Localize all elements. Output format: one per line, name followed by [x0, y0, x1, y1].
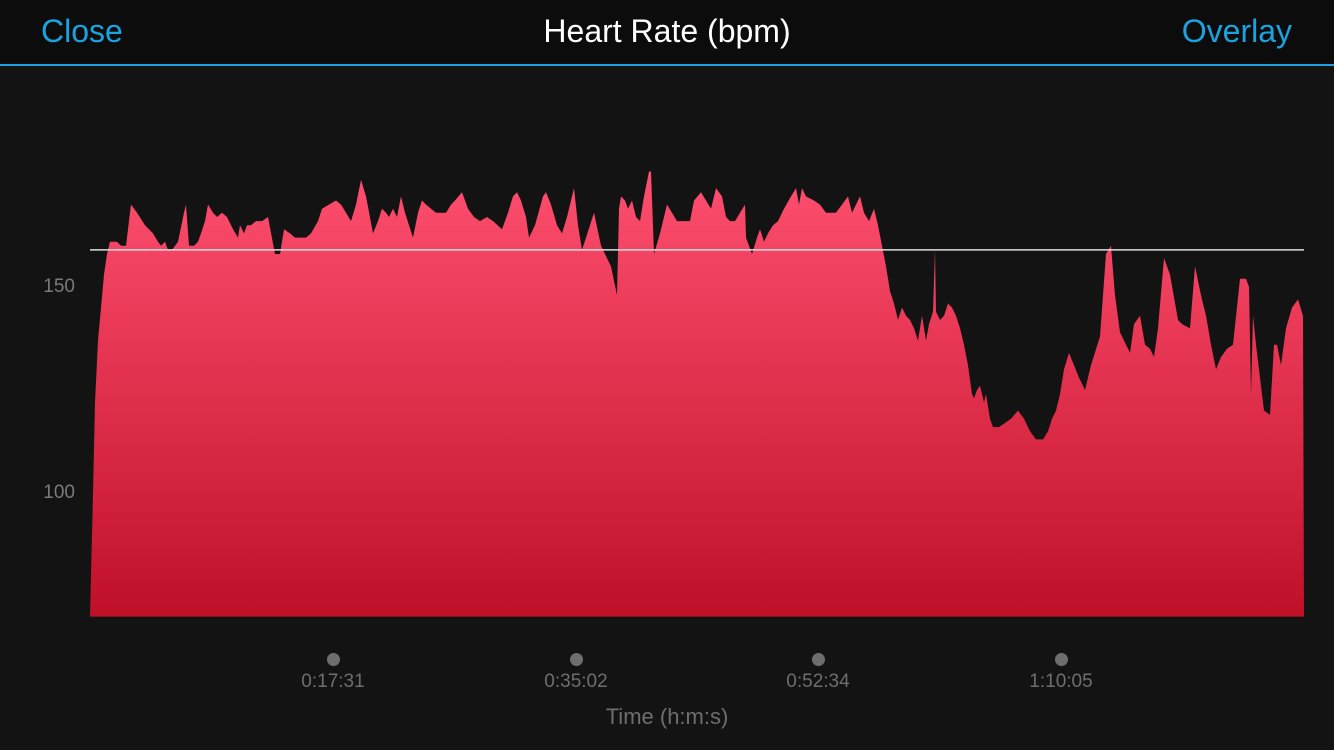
- close-button[interactable]: Close: [41, 13, 123, 49]
- x-tick-marker-icon: [811, 653, 825, 666]
- chart-plot-area[interactable]: [0, 66, 1334, 750]
- x-tick[interactable]: 0:35:02: [516, 653, 636, 693]
- heart-rate-chart[interactable]: 150 100 0:17:31 0:35:02 0:52:34 1:10:05 …: [0, 66, 1334, 750]
- x-tick-marker-icon: [1054, 653, 1068, 666]
- x-tick-label: 1:10:05: [1029, 671, 1093, 692]
- x-tick[interactable]: 1:10:05: [1001, 653, 1121, 693]
- navigation-bar: Close Heart Rate (bpm) Overlay: [0, 0, 1334, 66]
- heart-rate-area: [90, 171, 1304, 617]
- x-axis-title: Time (h:m:s): [605, 704, 729, 729]
- page-title: Heart Rate (bpm): [543, 13, 791, 49]
- y-tick-label: 100: [43, 482, 75, 503]
- x-tick-label: 0:52:34: [786, 671, 850, 692]
- x-tick-marker-icon: [326, 653, 340, 666]
- x-tick[interactable]: 0:52:34: [758, 653, 878, 693]
- y-tick-label: 150: [43, 276, 75, 297]
- x-tick-label: 0:17:31: [301, 671, 365, 692]
- x-tick-marker-icon: [569, 653, 583, 666]
- x-tick[interactable]: 0:17:31: [273, 653, 393, 693]
- overlay-button[interactable]: Overlay: [1181, 13, 1292, 49]
- x-tick-label: 0:35:02: [544, 671, 608, 692]
